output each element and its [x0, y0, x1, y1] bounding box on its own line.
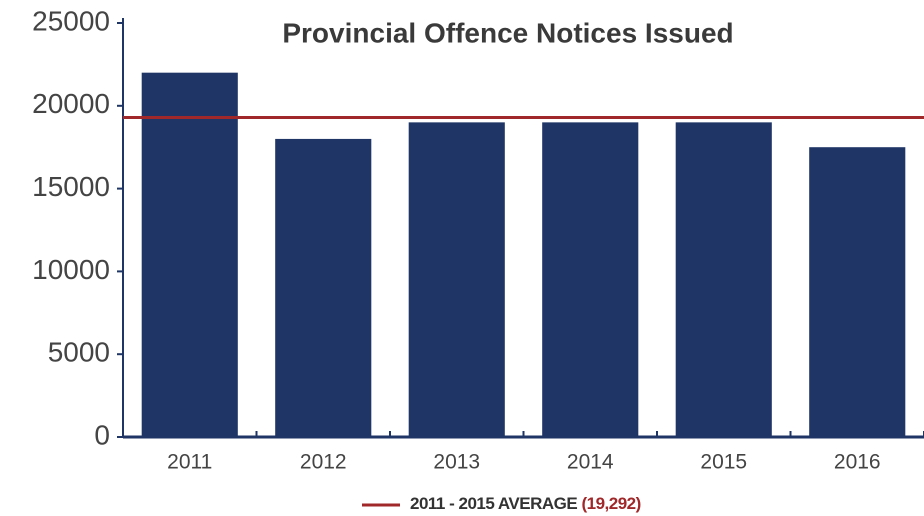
x-tick-label: 2013: [433, 451, 480, 474]
bar: [408, 122, 505, 438]
bar: [809, 147, 906, 437]
y-tick-label: 0: [94, 419, 110, 450]
legend-value: (19,292): [581, 494, 640, 513]
legend-label: 2011 - 2015 AVERAGE: [410, 494, 577, 513]
legend-entry: 2011 - 2015 AVERAGE (19,292): [410, 494, 641, 513]
bar: [141, 72, 238, 438]
bar: [675, 122, 772, 438]
y-tick-label: 25000: [32, 5, 110, 36]
y-tick-label: 15000: [32, 171, 110, 202]
x-tick-label: 2015: [700, 451, 747, 474]
y-tick-label: 10000: [32, 254, 110, 285]
y-tick-label: 5000: [48, 337, 110, 368]
bar: [275, 138, 372, 438]
chart-title: Provincial Offence Notices Issued: [282, 17, 733, 48]
x-tick-label: 2011: [167, 451, 212, 474]
bar: [542, 122, 639, 438]
x-tick-label: 2012: [300, 451, 347, 474]
x-tick-label: 2014: [567, 451, 614, 474]
x-tick-label: 2016: [834, 451, 881, 474]
y-tick-label: 20000: [32, 88, 110, 119]
